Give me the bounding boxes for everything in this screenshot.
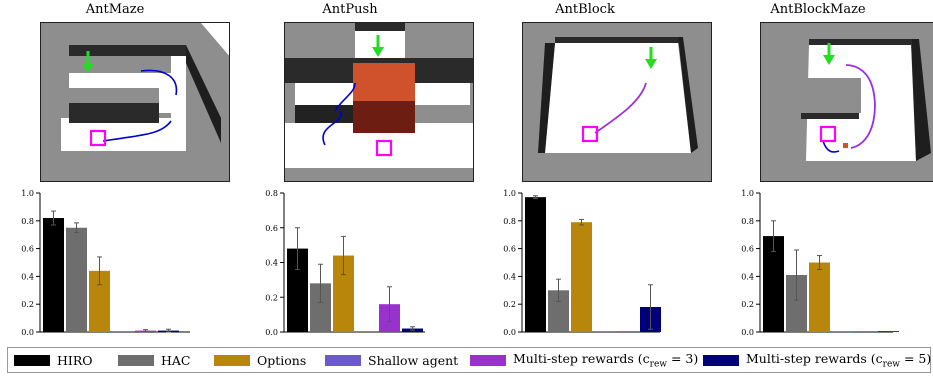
panel-antblockmaze: AntBlockMaze 0.0 0.2 0.4 0.6 0.8 1.0 (703, 0, 933, 345)
bar (809, 262, 830, 332)
y-tick-label: 0.6 (21, 245, 34, 254)
bar (112, 331, 133, 332)
legend-label: Shallow agent (368, 352, 459, 368)
y-tick-label: 0.6 (265, 224, 278, 233)
bar (594, 331, 615, 332)
bar (89, 270, 110, 332)
legend-label: Multi-step rewards (crew = 3) (513, 350, 699, 370)
bar (66, 227, 87, 332)
legend-item-options: Options (214, 351, 306, 369)
legend-swatch (325, 354, 361, 366)
chart-title: AntMaze (85, 2, 145, 17)
legend-item-multistep-5: Multi-step rewards (crew = 5) (703, 351, 931, 369)
bar (287, 248, 308, 332)
y-tick-label: 1.0 (503, 189, 516, 198)
bar (310, 283, 331, 332)
chart-title: AntBlock (555, 2, 615, 17)
legend-swatch (214, 354, 250, 366)
panel-antblock: AntBlock 0.0 0.2 0.4 0.6 0.8 1.0 (470, 0, 712, 345)
y-tick-label: 0.8 (265, 189, 278, 198)
y-tick-label: 0.0 (265, 328, 278, 337)
y-tick-label: 0.0 (21, 328, 34, 337)
panel-antmaze: AntMaze 0.0 0.2 0.4 0.6 0.8 1.0 (0, 0, 230, 345)
bar (878, 331, 899, 332)
y-tick-label: 0.6 (503, 245, 516, 254)
scene-image-antblock (522, 22, 712, 182)
legend-label: HIRO (57, 352, 93, 368)
y-tick-label: 0.4 (741, 272, 754, 281)
legend: HIRO HAC Options Shallow agent Multi-ste… (7, 347, 931, 373)
bar-chart-antblock: 0.0 0.2 0.4 0.6 0.8 1.0 (503, 189, 661, 337)
bar-chart-antmaze: 0.0 0.2 0.4 0.6 0.8 1.0 (21, 189, 190, 337)
legend-label: HAC (161, 352, 191, 368)
panel-antpush: AntPush 0.0 0.2 0.4 0.6 0.8 (235, 0, 474, 345)
y-tick-label: 0.2 (503, 300, 516, 309)
legend-item-hiro: HIRO (14, 351, 93, 369)
scene-image-antmaze (40, 22, 230, 182)
bar-chart-antblockmaze: 0.0 0.2 0.4 0.6 0.8 1.0 (741, 189, 899, 337)
bar (43, 218, 64, 332)
y-tick-label: 0.0 (741, 328, 754, 337)
y-tick-label: 0.4 (503, 272, 516, 281)
legend-swatch (703, 354, 739, 366)
bar (356, 331, 377, 332)
legend-label: Multi-step rewards (crew = 5) (746, 350, 932, 370)
scene-image-antblockmaze (760, 22, 933, 182)
y-tick-label: 0.2 (21, 300, 34, 309)
y-tick-label: 0.0 (503, 328, 516, 337)
bar (333, 255, 354, 332)
chart-title: AntBlockMaze (770, 2, 866, 17)
scene-image-antpush (284, 22, 474, 182)
bar (832, 331, 853, 332)
y-tick-label: 0.6 (741, 245, 754, 254)
legend-swatch (470, 354, 506, 366)
bar (617, 331, 638, 332)
bar (855, 331, 876, 332)
bar (548, 290, 569, 332)
y-tick-label: 1.0 (21, 189, 34, 198)
chart-title: AntPush (322, 2, 378, 17)
bar (786, 275, 807, 332)
y-tick-label: 0.2 (741, 300, 754, 309)
legend-item-shallow-agent: Shallow agent (325, 351, 458, 369)
legend-item-multistep-3: Multi-step rewards (crew = 3) (470, 351, 698, 369)
y-tick-label: 0.8 (21, 217, 34, 226)
bar (763, 236, 784, 332)
y-tick-label: 0.8 (741, 217, 754, 226)
y-tick-label: 0.4 (265, 259, 278, 268)
y-tick-label: 1.0 (741, 189, 754, 198)
y-tick-label: 0.8 (503, 217, 516, 226)
legend-label: Options (257, 352, 307, 368)
legend-item-hac: HAC (118, 351, 191, 369)
bar-chart-antpush: 0.0 0.2 0.4 0.6 0.8 (265, 189, 425, 337)
bar (571, 222, 592, 332)
legend-swatch (14, 354, 50, 366)
legend-swatch (118, 354, 154, 366)
y-tick-label: 0.2 (265, 293, 278, 302)
y-tick-label: 0.4 (21, 272, 34, 281)
bar (525, 197, 546, 332)
